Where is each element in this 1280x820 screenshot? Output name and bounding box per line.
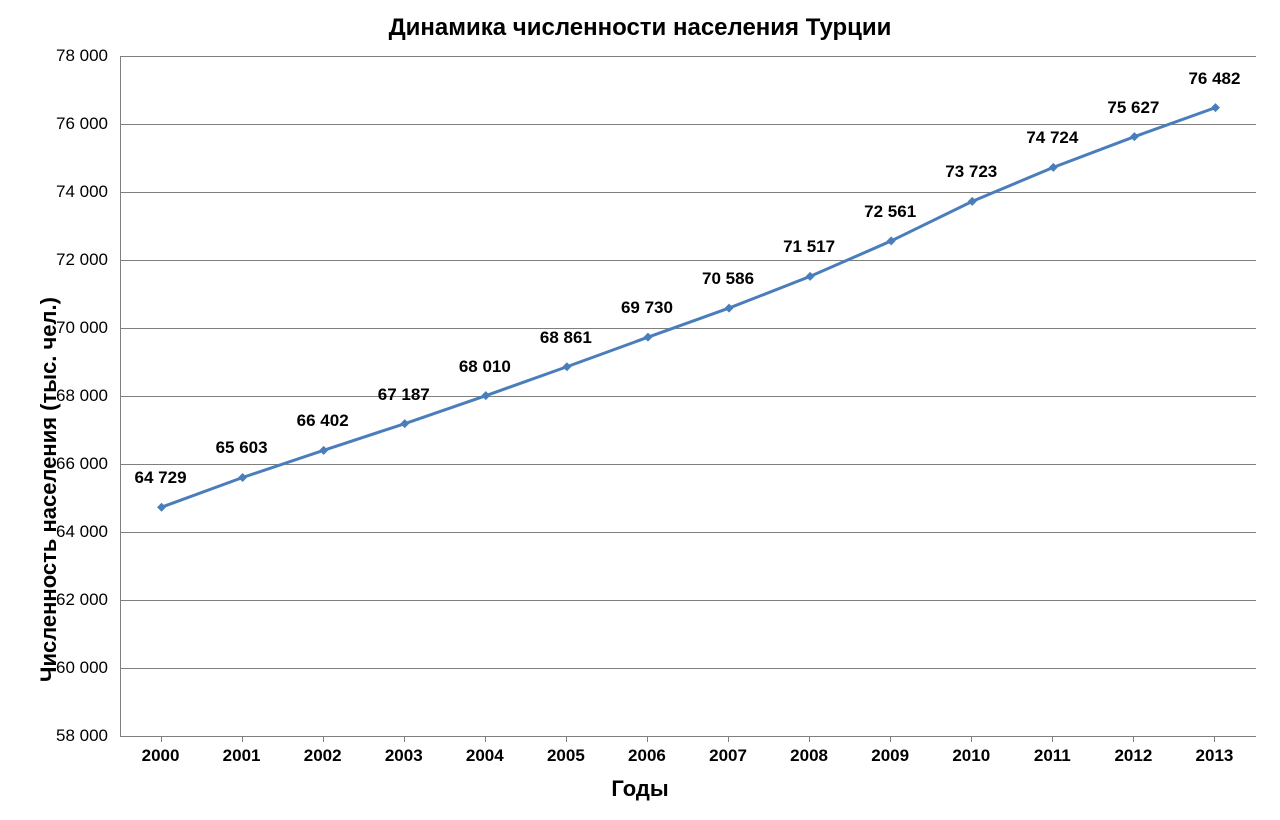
- y-tick-label: 76 000: [48, 114, 108, 134]
- data-label: 68 010: [459, 357, 511, 377]
- x-tick-mark: [1052, 736, 1053, 742]
- y-tick-label: 60 000: [48, 658, 108, 678]
- x-tick-mark: [485, 736, 486, 742]
- data-label: 76 482: [1188, 69, 1240, 89]
- x-tick-label: 2013: [1196, 746, 1234, 766]
- y-tick-label: 62 000: [48, 590, 108, 610]
- data-label: 71 517: [783, 237, 835, 257]
- data-label: 65 603: [216, 438, 268, 458]
- x-tick-label: 2009: [871, 746, 909, 766]
- x-tick-mark: [728, 736, 729, 742]
- population-chart: Динамика численности населения Турции Чи…: [0, 0, 1280, 820]
- x-tick-label: 2012: [1114, 746, 1152, 766]
- x-tick-mark: [323, 736, 324, 742]
- series-marker: [806, 272, 815, 281]
- series-marker: [1130, 132, 1139, 141]
- x-tick-label: 2003: [385, 746, 423, 766]
- x-tick-mark: [1214, 736, 1215, 742]
- x-tick-mark: [971, 736, 972, 742]
- series-marker: [481, 391, 490, 400]
- x-tick-label: 2004: [466, 746, 504, 766]
- data-label: 69 730: [621, 298, 673, 318]
- series-marker: [1211, 103, 1220, 112]
- y-tick-label: 58 000: [48, 726, 108, 746]
- x-tick-mark: [1133, 736, 1134, 742]
- data-label: 68 861: [540, 328, 592, 348]
- x-tick-label: 2002: [304, 746, 342, 766]
- data-label: 75 627: [1107, 98, 1159, 118]
- series-marker: [562, 362, 571, 371]
- series-marker: [643, 333, 652, 342]
- x-tick-label: 2007: [709, 746, 747, 766]
- data-label: 64 729: [135, 468, 187, 488]
- chart-title: Динамика численности населения Турции: [0, 14, 1280, 42]
- x-tick-mark: [809, 736, 810, 742]
- series-marker: [400, 419, 409, 428]
- y-tick-label: 78 000: [48, 46, 108, 66]
- plot-area: [120, 56, 1256, 737]
- data-label: 73 723: [945, 162, 997, 182]
- series-marker: [157, 503, 166, 512]
- data-label: 74 724: [1026, 128, 1078, 148]
- x-tick-label: 2008: [790, 746, 828, 766]
- x-tick-mark: [242, 736, 243, 742]
- x-tick-label: 2010: [952, 746, 990, 766]
- y-tick-label: 74 000: [48, 182, 108, 202]
- x-tick-label: 2011: [1034, 746, 1071, 766]
- x-tick-mark: [404, 736, 405, 742]
- x-tick-mark: [161, 736, 162, 742]
- series-marker: [1049, 163, 1058, 172]
- x-tick-label: 2006: [628, 746, 666, 766]
- x-tick-label: 2000: [142, 746, 180, 766]
- x-tick-label: 2005: [547, 746, 585, 766]
- y-tick-label: 68 000: [48, 386, 108, 406]
- series-marker: [725, 304, 734, 313]
- data-label: 67 187: [378, 385, 430, 405]
- y-tick-label: 66 000: [48, 454, 108, 474]
- x-tick-mark: [890, 736, 891, 742]
- y-tick-label: 64 000: [48, 522, 108, 542]
- x-axis-title: Годы: [0, 776, 1280, 802]
- data-label: 72 561: [864, 202, 916, 222]
- y-tick-label: 70 000: [48, 318, 108, 338]
- data-label: 70 586: [702, 269, 754, 289]
- line-layer: [121, 56, 1256, 736]
- x-tick-mark: [566, 736, 567, 742]
- y-tick-label: 72 000: [48, 250, 108, 270]
- y-axis-title: Численность населения (тыс. чел.): [36, 297, 62, 682]
- data-label: 66 402: [297, 411, 349, 431]
- series-marker: [319, 446, 328, 455]
- series-marker: [238, 473, 247, 482]
- x-tick-label: 2001: [223, 746, 261, 766]
- x-tick-mark: [647, 736, 648, 742]
